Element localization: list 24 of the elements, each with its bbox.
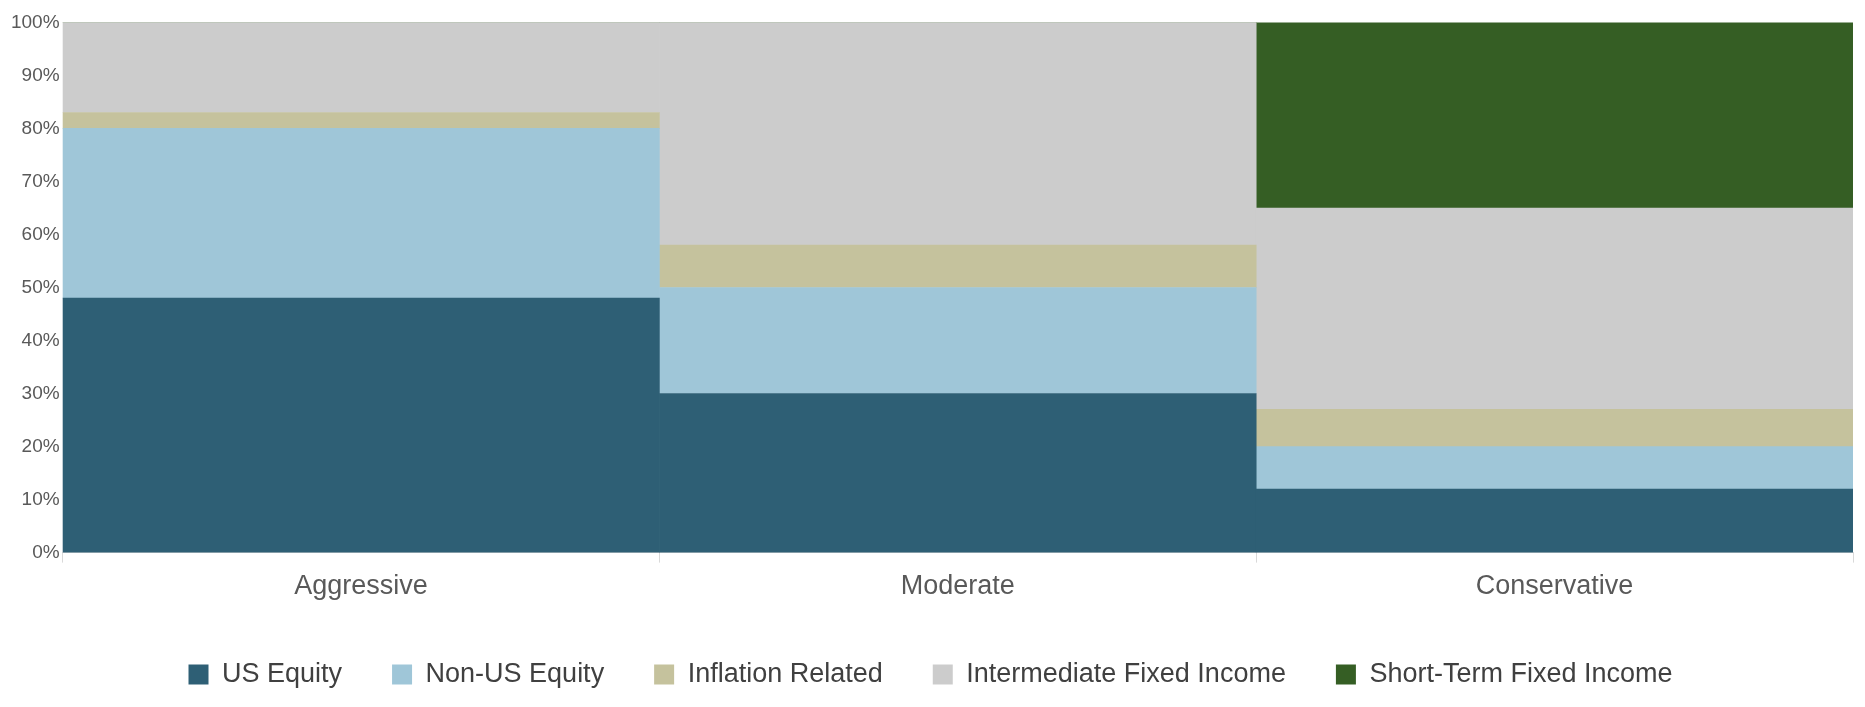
y-tick-label: 10%	[21, 487, 60, 509]
x-tick-label: Conservative	[1475, 570, 1634, 601]
bar	[1255, 22, 1853, 209]
y-tick-label: 80%	[21, 116, 60, 138]
x-tick-label: Moderate	[900, 570, 1015, 601]
y-tick-label: 30%	[21, 381, 60, 403]
bar	[1255, 409, 1853, 447]
bar	[62, 112, 660, 129]
bar	[659, 244, 1257, 288]
y-tick-label: 70%	[21, 169, 60, 191]
legend-label: Inflation Related	[687, 657, 883, 688]
legend-label: US Equity	[222, 657, 343, 688]
legend-label: Non-US Equity	[425, 657, 605, 688]
y-tick-label: 50%	[21, 275, 60, 297]
y-tick-label: 60%	[21, 222, 60, 244]
x-tick-label: Aggressive	[294, 570, 428, 601]
legend-label: Intermediate Fixed Income	[966, 657, 1286, 688]
legend-label: Short-Term Fixed Income	[1369, 657, 1673, 688]
y-tick-label: 90%	[21, 63, 60, 85]
bar	[1255, 446, 1853, 490]
y-tick-label: 40%	[21, 328, 60, 350]
y-tick-label: 100%	[10, 10, 60, 32]
y-tick-label: 0%	[32, 540, 60, 562]
y-tick-label: 20%	[21, 434, 60, 456]
